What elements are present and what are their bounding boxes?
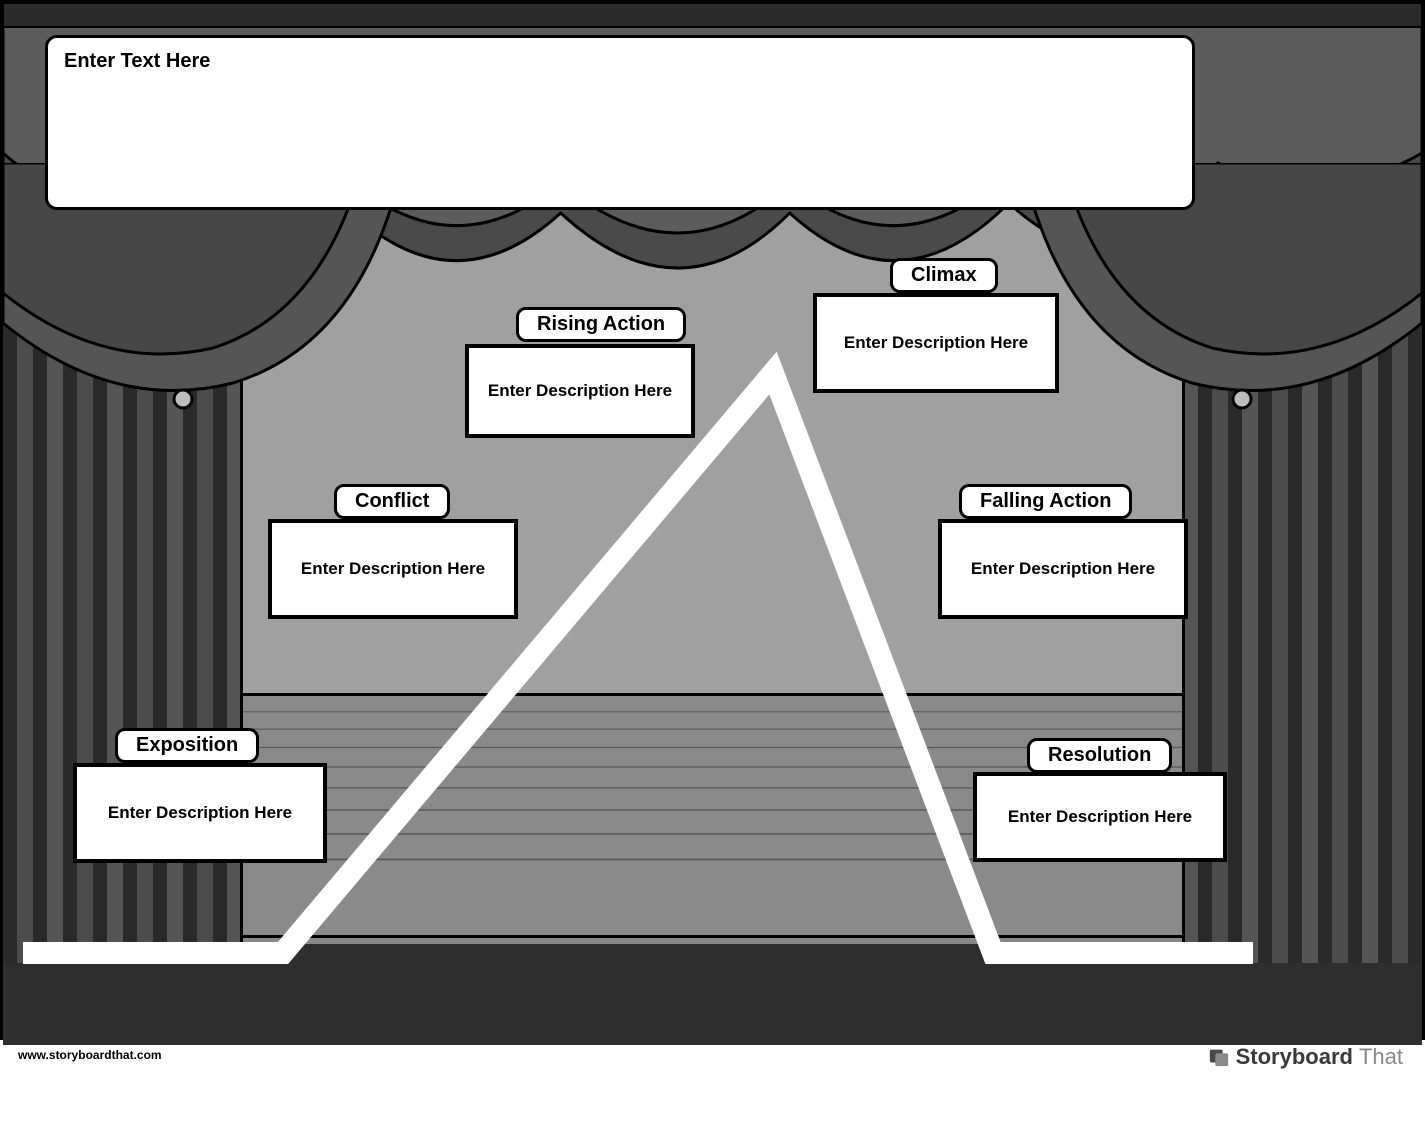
label-exposition: Exposition: [115, 728, 259, 763]
brand-bold: Storyboard: [1236, 1044, 1353, 1070]
desc-exposition[interactable]: Enter Description Here: [73, 763, 327, 863]
storyboard-icon: [1208, 1046, 1230, 1068]
brand-light: That: [1359, 1044, 1403, 1070]
desc-falling-action[interactable]: Enter Description Here: [938, 519, 1188, 619]
header-text-input[interactable]: Enter Text Here: [45, 35, 1195, 210]
label-rising-action: Rising Action: [516, 307, 686, 342]
stage-container: Enter Text Here ExpositionEnter Descript…: [0, 0, 1425, 1040]
header-placeholder: Enter Text Here: [64, 50, 210, 72]
label-falling-action: Falling Action: [959, 484, 1132, 519]
label-resolution: Resolution: [1027, 738, 1172, 773]
desc-conflict[interactable]: Enter Description Here: [268, 519, 518, 619]
desc-climax[interactable]: Enter Description Here: [813, 293, 1059, 393]
footer-url: www.storyboardthat.com: [18, 1048, 162, 1062]
desc-resolution[interactable]: Enter Description Here: [973, 772, 1227, 862]
label-climax: Climax: [890, 258, 998, 293]
brand-logo: StoryboardThat: [1208, 1044, 1403, 1070]
label-conflict: Conflict: [334, 484, 450, 519]
desc-rising-action[interactable]: Enter Description Here: [465, 344, 695, 438]
